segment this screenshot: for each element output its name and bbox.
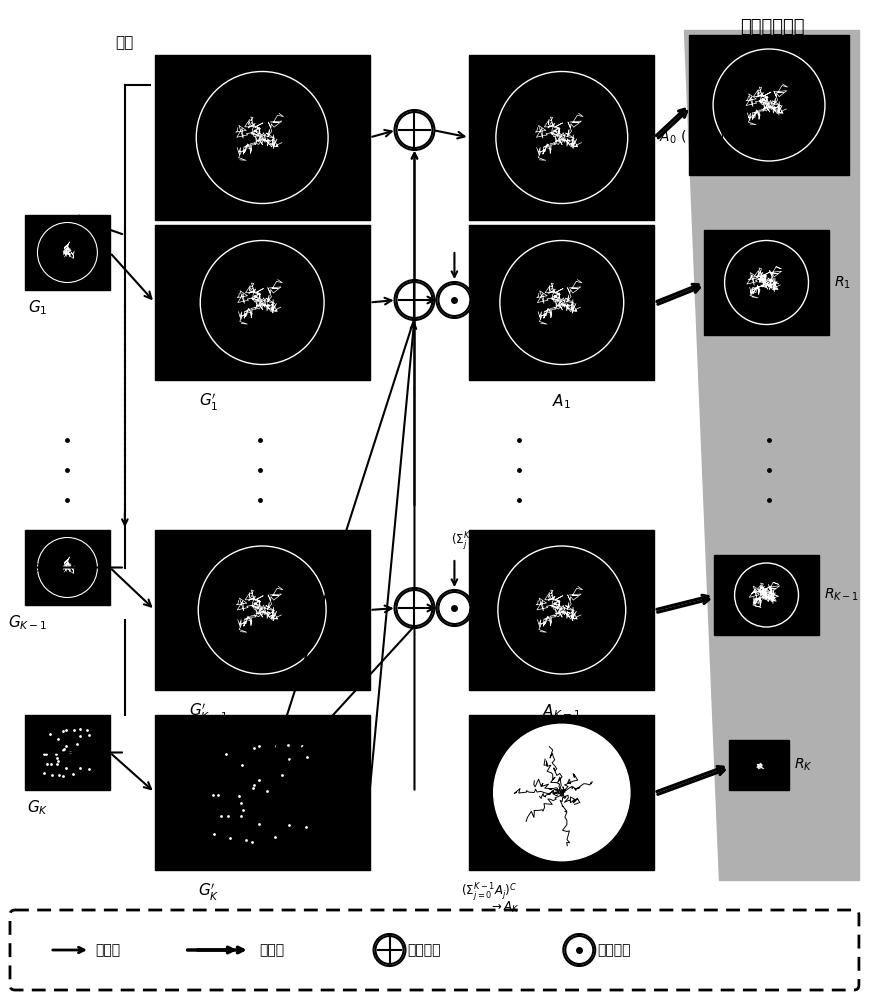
- Circle shape: [439, 284, 470, 316]
- Bar: [469, 55, 654, 220]
- Text: $G_{K-1}$: $G_{K-1}$: [8, 613, 47, 632]
- Text: $\rightarrow A_K$: $\rightarrow A_K$: [489, 900, 520, 915]
- Text: $G_0$: $G_0$: [209, 232, 229, 251]
- Text: $R_K$: $R_K$: [794, 757, 813, 773]
- Text: $G_1$: $G_1$: [28, 298, 47, 317]
- Circle shape: [375, 936, 403, 964]
- Bar: [469, 715, 654, 870]
- Text: 上采样: 上采样: [260, 943, 285, 957]
- Bar: [704, 230, 829, 335]
- Bar: [25, 215, 109, 290]
- Text: $R_{K-1}$: $R_{K-1}$: [824, 587, 859, 603]
- Bar: [469, 225, 654, 380]
- Text: 标签: 标签: [116, 35, 134, 50]
- Circle shape: [396, 112, 433, 148]
- Circle shape: [494, 724, 630, 861]
- Text: $A_1$: $A_1$: [553, 392, 571, 411]
- Text: $R_1$: $R_1$: [834, 274, 851, 291]
- Text: $G_K'$: $G_K'$: [198, 882, 219, 903]
- Bar: [155, 530, 369, 690]
- Text: $(\Sigma_{j=0}^{K-2} A_j)^C$: $(\Sigma_{j=0}^{K-2} A_j)^C$: [451, 531, 507, 553]
- Text: 下采样: 下采样: [95, 943, 120, 957]
- Text: $G_1'$: $G_1'$: [199, 392, 218, 413]
- Text: $(A_0)^C$: $(A_0)^C$: [468, 226, 501, 245]
- Text: 异或运算: 异或运算: [408, 943, 441, 957]
- Circle shape: [439, 592, 470, 624]
- FancyBboxPatch shape: [10, 910, 859, 990]
- Text: $G_{K-1}'$: $G_{K-1}'$: [189, 702, 229, 723]
- Circle shape: [566, 936, 594, 964]
- Text: $A_0\ (= R_0)$: $A_0\ (= R_0)$: [660, 129, 726, 146]
- Circle shape: [396, 590, 433, 626]
- Bar: [155, 715, 369, 870]
- Text: $A_{K-1}$: $A_{K-1}$: [542, 702, 581, 721]
- Bar: [469, 530, 654, 690]
- Circle shape: [396, 282, 433, 318]
- Bar: [25, 715, 109, 790]
- Bar: [729, 740, 789, 790]
- Bar: [689, 35, 849, 175]
- Text: 残差塔式序列: 残差塔式序列: [740, 18, 805, 36]
- Bar: [25, 530, 109, 605]
- Text: $(\Sigma_{j=0}^{K-1} A_j)^C$: $(\Sigma_{j=0}^{K-1} A_j)^C$: [461, 882, 518, 904]
- Bar: [155, 225, 369, 380]
- Text: 哈达玛积: 哈达玛积: [597, 943, 631, 957]
- Text: $G_K$: $G_K$: [27, 798, 48, 817]
- Polygon shape: [684, 30, 859, 880]
- Bar: [155, 55, 369, 220]
- Bar: [714, 555, 819, 635]
